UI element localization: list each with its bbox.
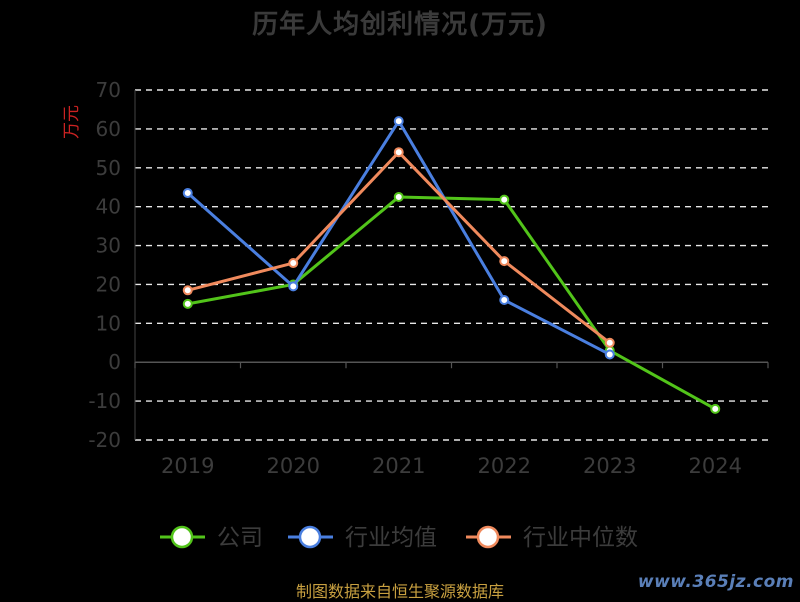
y-tick-label: 40 [96, 195, 121, 219]
data-point [499, 256, 510, 267]
legend-label: 公司 [217, 525, 263, 551]
data-point [393, 116, 404, 127]
data-point [393, 191, 404, 202]
series-line-0 [187, 195, 716, 411]
legend-label: 行业中位数 [523, 525, 638, 551]
y-tick-label: 10 [96, 311, 121, 335]
x-tick-label: 2024 [689, 454, 742, 478]
legend-marker [298, 525, 322, 549]
legend-marker [476, 525, 500, 549]
legend-label: 行业均值 [345, 525, 437, 551]
y-tick-label: 60 [96, 117, 121, 141]
data-point [393, 147, 404, 158]
data-point [710, 403, 721, 414]
data-point [288, 258, 299, 269]
legend: 公司 行业均值 行业中位数 [160, 525, 638, 551]
y-tick-label: 20 [96, 272, 121, 296]
y-tick-label: 0 [108, 350, 121, 374]
grid-lines [135, 89, 768, 441]
x-tick-label: 2020 [267, 454, 320, 478]
x-tick-label: 2023 [583, 454, 636, 478]
data-point [182, 285, 193, 296]
data-point [182, 298, 193, 309]
x-tick-label: 2019 [161, 454, 214, 478]
legend-marker [170, 525, 194, 549]
data-point [182, 188, 193, 199]
y-tick-label: 70 [96, 78, 121, 102]
y-tick-label: 50 [96, 156, 121, 180]
series-lines [182, 116, 721, 414]
data-point [499, 295, 510, 305]
y-tick-label: -20 [88, 428, 121, 452]
y-tick-label: 30 [96, 234, 121, 258]
y-axis-label: 万元 [62, 105, 82, 139]
y-tick-label: -10 [88, 389, 121, 413]
axes: 70 60 50 40 30 20 10 0 -10 -20 2019 2020 2021 2022 202… [88, 78, 769, 478]
x-tick-label: 2021 [372, 454, 425, 478]
chart-title: 历年人均创利情况(万元) [252, 10, 548, 40]
data-point [499, 194, 510, 205]
data-point [604, 349, 615, 360]
x-tick-label: 2022 [478, 454, 531, 478]
data-point [288, 281, 299, 292]
data-point [604, 337, 615, 348]
source-note: 制图数据来自恒生聚源数据库 [295, 582, 504, 601]
watermark: www.365jz.com [637, 572, 794, 592]
